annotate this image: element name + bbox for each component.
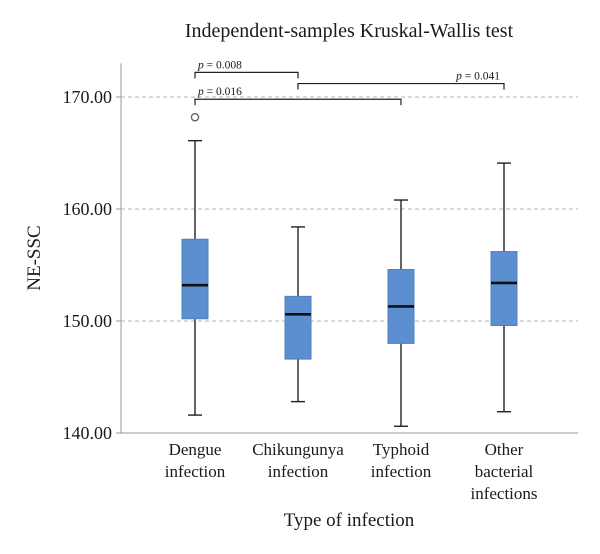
- y-tick-label: 150.00: [63, 311, 113, 331]
- x-category-label-line: Other: [485, 440, 524, 459]
- y-tick-label: 170.00: [63, 87, 113, 107]
- x-category-label-line: infection: [268, 462, 329, 481]
- p-value-number: = 0.041: [462, 71, 500, 83]
- y-tick-label: 160.00: [63, 199, 113, 219]
- x-category-label: Dengue infection: [165, 440, 226, 481]
- box-group: [490, 162, 518, 413]
- comparison-bracket: [194, 71, 299, 79]
- p-value-symbol: p: [197, 86, 204, 98]
- p-value-label: p = 0.008: [197, 59, 242, 71]
- x-category-label-line: Typhoid: [373, 440, 430, 459]
- y-tick-label: 140.00: [63, 423, 113, 443]
- y-axis: 140.00 150.00 160.00 170.00: [63, 63, 122, 443]
- box-group: [284, 226, 312, 403]
- x-category-label-line: Chikungunya: [252, 440, 344, 459]
- x-category-label: Typhoid infection: [371, 440, 432, 481]
- p-value-number: = 0.016: [204, 86, 242, 98]
- y-axis-label: NE-SSC: [24, 225, 45, 290]
- comparison-bracket: [297, 82, 505, 90]
- p-value-symbol: p: [197, 59, 204, 71]
- x-axis-label: Type of infection: [284, 510, 415, 531]
- x-category-label: Other bacterial infections: [470, 440, 537, 503]
- x-category-label-line: bacterial: [475, 462, 534, 481]
- comparison-bracket: [194, 98, 402, 106]
- x-category-label-line: infection: [371, 462, 432, 481]
- x-category-label-line: Dengue: [169, 440, 222, 459]
- box-group: [387, 199, 415, 427]
- box-iqr: [284, 295, 312, 360]
- x-category-label-line: infection: [165, 462, 226, 481]
- outlier-point: [190, 112, 200, 122]
- x-category-label-line: infections: [470, 484, 537, 503]
- x-category-label: Chikungunya infection: [252, 440, 344, 481]
- p-value-symbol: p: [455, 71, 462, 83]
- p-value-label: p = 0.041: [455, 71, 500, 83]
- boxes: [181, 112, 518, 427]
- chart-title: Independent-samples Kruskal-Wallis test: [185, 20, 514, 42]
- box-iqr: [490, 251, 518, 326]
- box-iqr: [181, 238, 209, 320]
- box-group: [181, 112, 209, 416]
- p-value-label: p = 0.016: [197, 86, 242, 98]
- p-value-number: = 0.008: [204, 59, 242, 71]
